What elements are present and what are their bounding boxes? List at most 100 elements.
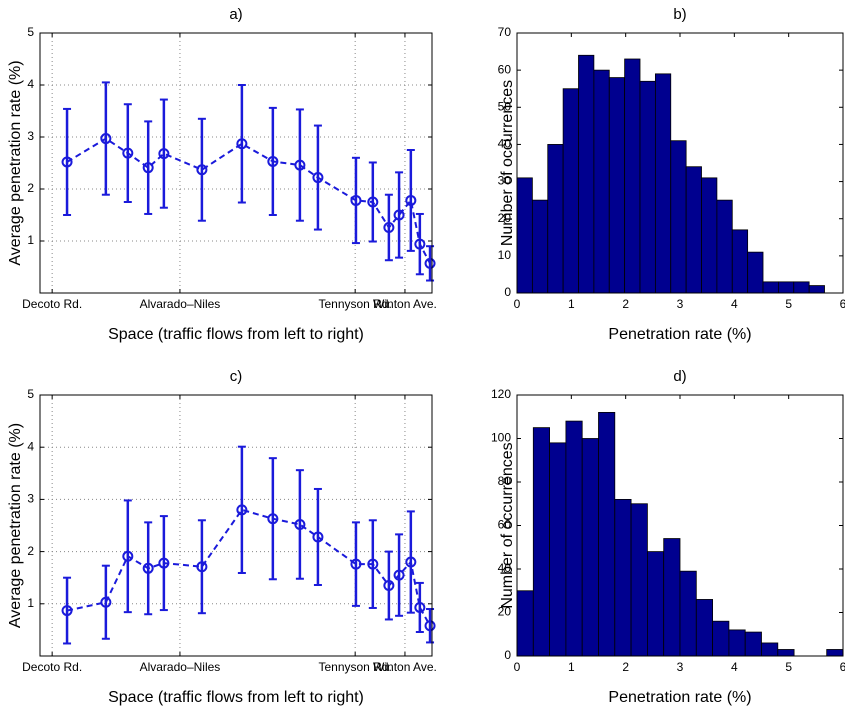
marker: [236, 138, 248, 150]
bar: [777, 281, 795, 294]
axes-box: [516, 32, 844, 294]
bar: [549, 442, 567, 657]
y-tick-label: 3: [27, 492, 34, 506]
marker: [142, 562, 154, 574]
bar: [747, 251, 764, 294]
y-tick-label: 4: [27, 439, 34, 453]
bar: [624, 58, 641, 294]
y-tick-label: 50: [498, 99, 512, 113]
x-tick-label: 0: [514, 660, 521, 674]
x-tick-label: 5: [785, 660, 792, 674]
marker: [414, 601, 426, 613]
marker: [100, 596, 112, 608]
bar: [516, 590, 534, 657]
x-tick-label: 3: [677, 660, 684, 674]
line: [66, 137, 431, 264]
bar: [826, 649, 844, 657]
x-tick-label: Winton Ave.: [373, 297, 437, 311]
bar: [562, 88, 579, 294]
marker: [61, 156, 73, 168]
axes-box: [39, 32, 433, 294]
bar: [808, 285, 825, 294]
marker: [405, 556, 417, 568]
marker: [312, 172, 324, 184]
chart-title: b): [673, 6, 686, 23]
y-tick-label: 5: [27, 387, 34, 401]
y-axis-label: Number of occurrences: [499, 80, 516, 246]
x-tick-label: 4: [731, 297, 738, 311]
x-tick-label: Winton Ave.: [373, 660, 437, 674]
y-tick-label: 40: [498, 561, 512, 575]
bar: [593, 69, 610, 294]
bar: [614, 498, 632, 657]
bar: [654, 73, 672, 294]
x-axis-label: Penetration rate (%): [608, 689, 751, 706]
axes-box: [39, 394, 433, 657]
y-tick-label: 80: [498, 474, 512, 488]
y-tick-label: 70: [498, 25, 512, 39]
marker: [236, 504, 248, 516]
bar: [701, 177, 718, 294]
bar: [679, 570, 697, 657]
x-tick-label: 3: [677, 297, 684, 311]
marker: [383, 580, 395, 592]
x-tick-label: 2: [622, 297, 629, 311]
chart-title: a): [229, 6, 242, 23]
y-tick-label: 0: [504, 285, 511, 299]
marker: [294, 518, 306, 530]
x-axis-label: Space (traffic flows from left to right): [108, 326, 364, 343]
marker: [424, 620, 436, 632]
marker: [122, 550, 134, 562]
marker: [294, 159, 306, 171]
x-tick-label: 0: [514, 297, 521, 311]
line: [66, 508, 431, 627]
x-tick-label: Tennyson Rd.: [318, 660, 391, 674]
y-tick-label: 4: [27, 77, 34, 91]
y-tick-label: 3: [27, 129, 34, 143]
marker: [158, 557, 170, 569]
bar: [744, 631, 762, 657]
bar: [712, 620, 730, 657]
marker: [383, 221, 395, 233]
marker: [312, 531, 324, 543]
axes-box: [516, 394, 844, 657]
x-tick-label: 1: [568, 660, 575, 674]
y-tick-label: 2: [27, 181, 34, 195]
y-tick-label: 60: [498, 518, 512, 532]
bar: [762, 281, 779, 294]
x-tick-label: 6: [840, 297, 845, 311]
marker: [61, 605, 73, 617]
bar: [716, 199, 733, 294]
bar: [685, 166, 702, 294]
bar: [639, 80, 656, 294]
bar: [695, 599, 713, 657]
marker: [122, 147, 134, 159]
x-tick-label: 5: [785, 297, 792, 311]
y-tick-label: 60: [498, 62, 512, 76]
bar: [670, 140, 687, 294]
marker: [350, 558, 362, 570]
y-tick-label: 20: [498, 211, 512, 225]
marker: [196, 164, 208, 176]
bar: [516, 177, 533, 294]
y-axis-label: Number of occurrences: [499, 442, 516, 608]
x-tick-label: 6: [840, 660, 845, 674]
marker: [158, 148, 170, 160]
marker: [196, 561, 208, 573]
marker: [100, 133, 112, 145]
bar: [630, 503, 648, 657]
bar: [761, 642, 779, 657]
y-tick-label: 0: [504, 648, 511, 662]
y-tick-label: 1: [27, 596, 34, 610]
bar: [565, 420, 583, 657]
y-tick-label: 5: [27, 25, 34, 39]
bar: [777, 649, 795, 657]
marker: [142, 162, 154, 174]
bar: [608, 77, 626, 294]
y-axis-label: Average penetration rate (%): [7, 423, 24, 628]
y-tick-label: 2: [27, 544, 34, 558]
x-tick-label: Alvarado–Niles: [140, 297, 221, 311]
x-axis-label: Penetration rate (%): [608, 326, 751, 343]
x-tick-label: Decoto Rd.: [22, 660, 82, 674]
x-axis-label: Space (traffic flows from left to right): [108, 689, 364, 706]
